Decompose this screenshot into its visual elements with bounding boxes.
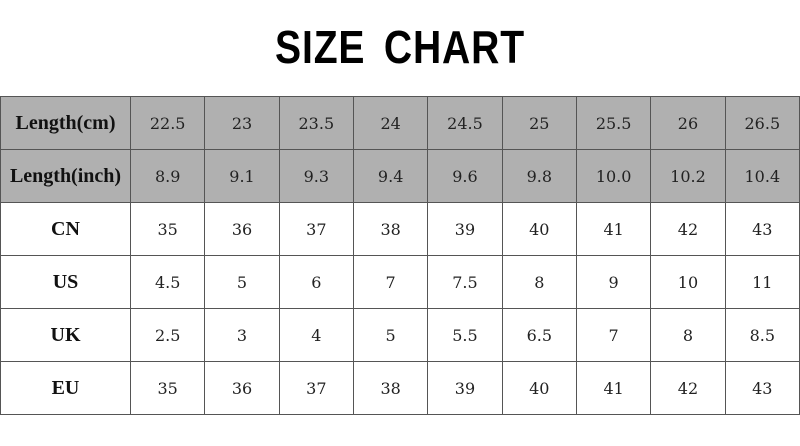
table-cell: 3 xyxy=(204,308,280,362)
table-cell: 5 xyxy=(204,255,280,309)
table-cell: 5.5 xyxy=(427,308,503,362)
table-cell: 10 xyxy=(650,255,726,309)
table-cell: 2.5 xyxy=(129,308,206,362)
table-cell: 9.3 xyxy=(278,149,354,203)
chart-title: SIZE CHART xyxy=(275,21,525,73)
table-cell: 38 xyxy=(352,361,429,415)
row-header: CN xyxy=(0,202,131,256)
table-cell: 6 xyxy=(278,255,354,309)
table-row-length-inch: Length(inch) 8.9 9.1 9.3 9.4 9.6 9.8 10.0 10.2 10… xyxy=(0,149,800,203)
table-cell: 39 xyxy=(427,202,503,256)
table-cell: 6.5 xyxy=(501,308,577,362)
table-cell: 24 xyxy=(352,96,429,150)
table-cell: 9.4 xyxy=(352,149,429,203)
table-cell: 42 xyxy=(650,202,726,256)
table-cell: 40 xyxy=(501,202,577,256)
table-cell: 7 xyxy=(352,255,429,309)
row-header: Length(cm) xyxy=(0,96,131,150)
table-cell: 38 xyxy=(352,202,429,256)
table-cell: 23 xyxy=(204,96,280,150)
table-cell: 41 xyxy=(575,202,652,256)
table-cell: 9.6 xyxy=(427,149,503,203)
table-cell: 4 xyxy=(278,308,354,362)
table-cell: 23.5 xyxy=(278,96,354,150)
table-cell: 37 xyxy=(278,361,354,415)
table-cell: 36 xyxy=(204,202,280,256)
row-header: Length(inch) xyxy=(0,149,131,203)
table-cell: 5 xyxy=(352,308,429,362)
table-cell: 26.5 xyxy=(724,96,800,150)
table-cell: 43 xyxy=(724,202,800,256)
table-cell: 43 xyxy=(724,361,800,415)
table-cell: 10.0 xyxy=(575,149,652,203)
table-cell: 25.5 xyxy=(575,96,652,150)
table-row-us: US 4.5 5 6 7 7.5 8 9 10 11 xyxy=(0,255,800,309)
table-cell: 35 xyxy=(129,361,206,415)
table-cell: 10.4 xyxy=(724,149,800,203)
table-cell: 26 xyxy=(650,96,726,150)
table-cell: 39 xyxy=(427,361,503,415)
table-cell: 24.5 xyxy=(427,96,503,150)
row-header: US xyxy=(0,255,131,309)
table-cell: 4.5 xyxy=(129,255,206,309)
table-cell: 40 xyxy=(501,361,577,415)
table-cell: 8 xyxy=(501,255,577,309)
table-cell: 8 xyxy=(650,308,726,362)
table-row-cn: CN 35 36 37 38 39 40 41 42 43 xyxy=(0,202,800,256)
table-cell: 7.5 xyxy=(427,255,503,309)
table-cell: 36 xyxy=(204,361,280,415)
row-header: EU xyxy=(0,361,131,415)
table-cell: 42 xyxy=(650,361,726,415)
table-row-length-cm: Length(cm) 22.5 23 23.5 24 24.5 25 25.5 26 26.5 xyxy=(0,96,800,150)
table-cell: 7 xyxy=(575,308,652,362)
table-cell: 9.8 xyxy=(501,149,577,203)
size-table: Length(cm) 22.5 23 23.5 24 24.5 25 25.5 26 26.5 Le… xyxy=(0,96,800,415)
table-cell: 10.2 xyxy=(650,149,726,203)
table-cell: 41 xyxy=(575,361,652,415)
table-cell: 8.5 xyxy=(724,308,800,362)
table-cell: 8.9 xyxy=(129,149,206,203)
table-cell: 9.1 xyxy=(204,149,280,203)
table-row-uk: UK 2.5 3 4 5 5.5 6.5 7 8 8.5 xyxy=(0,308,800,362)
table-row-eu: EU 35 36 37 38 39 40 41 42 43 xyxy=(0,361,800,415)
table-cell: 11 xyxy=(724,255,800,309)
table-cell: 25 xyxy=(501,96,577,150)
row-header: UK xyxy=(0,308,131,362)
table-cell: 22.5 xyxy=(129,96,206,150)
table-cell: 35 xyxy=(129,202,206,256)
table-cell: 9 xyxy=(575,255,652,309)
table-cell: 37 xyxy=(278,202,354,256)
